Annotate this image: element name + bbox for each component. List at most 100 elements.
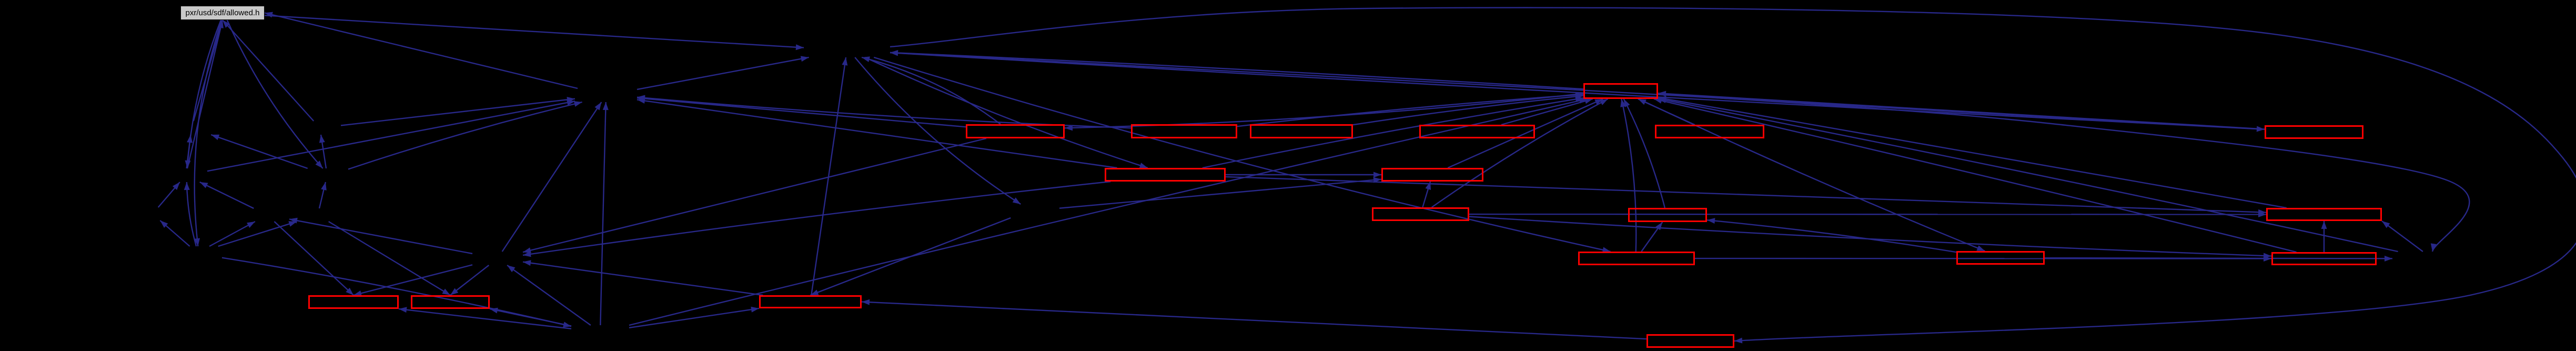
edge-arrowhead (399, 307, 407, 313)
edge-arrowhead (602, 102, 609, 111)
edge (890, 52, 2265, 130)
edge-arrowhead (1065, 125, 1073, 131)
edge-arrowhead (2382, 221, 2390, 228)
edge (1621, 98, 1637, 252)
edge-arrowhead (1373, 172, 1381, 178)
edge-arrowhead (321, 182, 327, 190)
edge-arrowhead (247, 222, 255, 228)
file-node-b2[interactable] (1381, 168, 1483, 182)
edge-arrowhead (637, 98, 645, 104)
edge-arrowhead (810, 289, 819, 295)
file-node-d3[interactable] (2271, 252, 2377, 265)
edge (1658, 93, 2470, 252)
edge-arrowhead (1734, 337, 1743, 344)
edge (1638, 98, 1985, 252)
edge-arrowhead (185, 160, 191, 168)
edge-arrowhead (842, 57, 848, 66)
edge (1653, 98, 2297, 253)
edge-arrowhead (862, 299, 870, 305)
edge-arrowhead (187, 135, 193, 143)
edge (1059, 178, 1382, 209)
edge (1225, 176, 2267, 213)
edge (264, 12, 578, 89)
edge (1447, 98, 1603, 169)
edge (328, 220, 451, 296)
file-node-a5[interactable] (1655, 125, 1764, 138)
edge-arrowhead (172, 182, 180, 190)
edge (1431, 98, 1609, 208)
file-node-d1[interactable] (1578, 252, 1695, 265)
file-node-e3[interactable] (759, 295, 862, 308)
edge-arrowhead (567, 96, 575, 103)
edge-arrowhead (523, 260, 531, 266)
edge-arrowhead (1579, 97, 1588, 104)
root-node: pxr/usd/sdf/allowed.h (180, 6, 265, 20)
edge-arrowhead (223, 20, 230, 28)
edge-arrowhead (288, 221, 297, 227)
edge-arrowhead (265, 12, 273, 18)
edge (1352, 95, 1584, 126)
edge (1658, 97, 2287, 209)
edge (218, 220, 297, 247)
file-node-e2[interactable] (411, 295, 490, 309)
file-node-a4[interactable] (1419, 125, 1535, 138)
file-node-f1[interactable] (1646, 334, 1734, 348)
edge (210, 134, 308, 169)
edge-arrowhead (450, 288, 459, 295)
edge (600, 102, 607, 326)
edge (1623, 98, 1666, 208)
edge-arrowhead (2263, 253, 2271, 259)
edge (637, 97, 966, 128)
file-node-d2[interactable] (1956, 251, 2045, 265)
file-node-c2[interactable] (1628, 208, 1707, 222)
edge-arrowhead (1599, 99, 1608, 105)
edge-arrowhead (1658, 91, 1666, 97)
edge-arrowhead (160, 220, 168, 228)
file-node-a1[interactable] (966, 124, 1065, 138)
edge-arrowhead (184, 182, 190, 190)
edge (873, 56, 1611, 253)
edge (1706, 219, 1957, 253)
file-node-c3[interactable] (2266, 208, 2382, 221)
edge (207, 101, 575, 172)
edge-arrowhead (795, 44, 804, 51)
edge (1658, 93, 2265, 130)
edge (199, 181, 254, 209)
edge (1064, 93, 1584, 129)
edge (194, 19, 223, 247)
file-node-a2[interactable] (1131, 124, 1237, 138)
edge-arrowhead (751, 306, 759, 313)
file-node-c1[interactable] (1372, 207, 1469, 221)
edge (222, 19, 315, 122)
edge-arrowhead (800, 56, 809, 62)
edge (353, 264, 473, 296)
edge-arrowhead (346, 287, 353, 295)
edge (865, 56, 1148, 169)
edge-arrowhead (1620, 99, 1627, 107)
file-node-b1[interactable] (1105, 168, 1226, 182)
file-node-e1[interactable] (308, 295, 399, 309)
edge (629, 307, 760, 328)
edge-arrowhead (2384, 255, 2392, 262)
edge-arrowhead (1575, 93, 1583, 99)
edge (861, 56, 1001, 125)
file-node-a6[interactable] (2265, 125, 2363, 139)
edge-arrowhead (523, 247, 531, 253)
edge (637, 99, 1117, 169)
edge (1469, 216, 2272, 257)
edge (637, 56, 809, 91)
edge-arrowhead (211, 134, 220, 141)
file-node-hub[interactable] (1583, 83, 1658, 99)
edge-arrowhead (315, 161, 323, 168)
edge-arrowhead (1425, 182, 1431, 190)
edge-arrowhead (319, 135, 325, 143)
edge (890, 52, 2265, 130)
edge (629, 98, 1588, 326)
edge (1658, 98, 2398, 253)
file-node-a3[interactable] (1250, 124, 1353, 138)
edge (861, 301, 1647, 340)
edge (890, 52, 1584, 90)
edge-arrowhead (442, 288, 450, 295)
